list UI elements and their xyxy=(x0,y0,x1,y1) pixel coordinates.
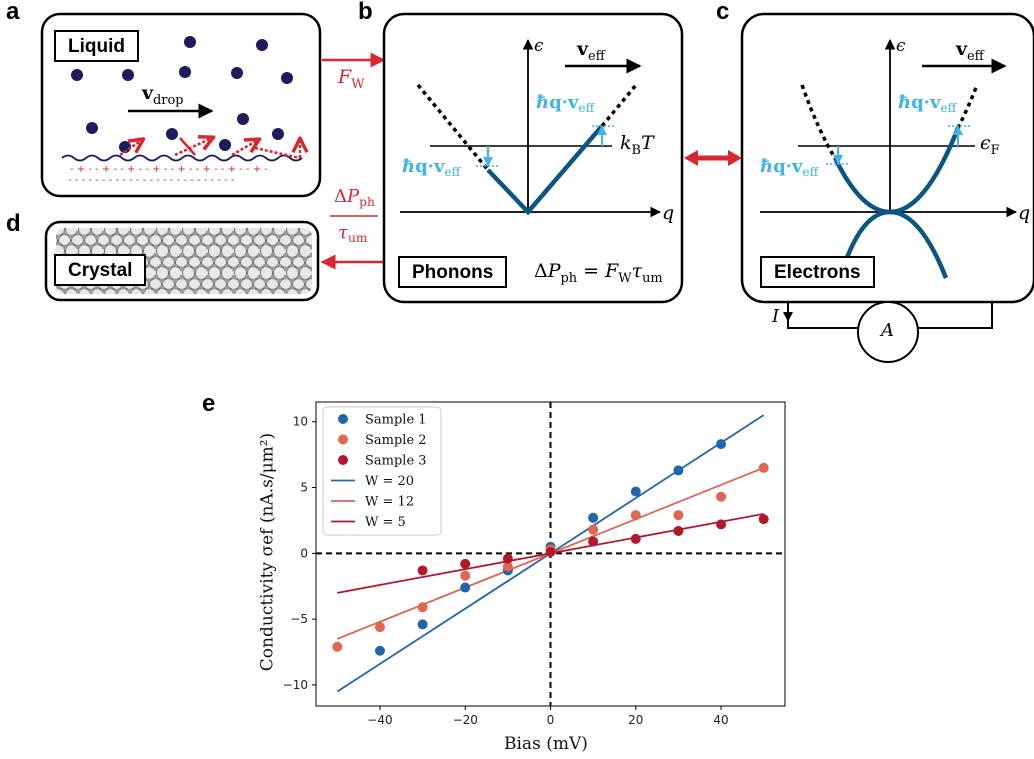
data-point xyxy=(460,570,471,581)
electron-band-dotted-right xyxy=(956,84,979,129)
panel-label-d: d xyxy=(6,210,21,237)
phonon-shift-label-left: ħq·veff xyxy=(402,156,461,180)
phonon-q-label: q xyxy=(662,202,675,224)
data-point xyxy=(417,565,428,576)
v-drop-label: vdrop xyxy=(142,82,184,108)
coupling-double-arrow xyxy=(684,150,742,166)
legend-marker xyxy=(338,455,348,465)
scattering-arrows xyxy=(119,138,300,160)
surface-charges: - + - - + - - + - - + - - + - - + - - + … xyxy=(68,164,268,186)
panel-label-c: c xyxy=(716,0,730,25)
data-point xyxy=(758,462,769,473)
phonon-dispersion-dotted-right xyxy=(600,83,638,128)
data-point xyxy=(630,486,641,497)
y-tick-label: −5 xyxy=(290,612,308,626)
y-tick-label: 5 xyxy=(300,481,308,495)
data-point xyxy=(588,512,599,523)
data-point xyxy=(502,553,513,564)
liquid-label: Liquid xyxy=(54,30,139,62)
phonons-label: Phonons xyxy=(398,256,508,288)
legend-entry: Sample 3 xyxy=(365,454,427,469)
data-point xyxy=(545,547,556,558)
electron-epsilon-label: ϵ xyxy=(896,36,906,56)
liquid-particles xyxy=(71,36,293,153)
panel-label-b: b xyxy=(358,0,373,25)
data-point xyxy=(460,582,471,593)
tau-label: τum xyxy=(338,222,368,246)
legend-box xyxy=(322,406,442,536)
data-point xyxy=(460,558,471,569)
legend-entry: Sample 2 xyxy=(365,433,427,448)
chart-xlabel: Bias (mV) xyxy=(504,734,588,754)
y-tick-label: 10 xyxy=(293,415,308,429)
data-point xyxy=(374,645,385,656)
x-tick-label: −20 xyxy=(453,713,478,727)
kbt-label: kBT xyxy=(620,132,654,158)
legend-entry: W = 5 xyxy=(365,515,406,530)
x-tick-label: 40 xyxy=(713,713,728,727)
data-point xyxy=(716,519,727,530)
legend-entry: W = 12 xyxy=(365,495,414,510)
legend-marker xyxy=(338,414,348,424)
x-tick-label: −40 xyxy=(367,713,392,727)
electron-shift-label-left: ħq·veff xyxy=(760,156,819,180)
force-label: FW xyxy=(338,66,365,92)
electron-shift-label-right: ħq·veff xyxy=(898,92,957,116)
fermi-energy-label: ϵF xyxy=(980,132,1000,158)
data-point xyxy=(374,622,385,633)
data-point xyxy=(673,525,684,536)
x-tick-label: 20 xyxy=(628,713,643,727)
phonons-panel-box xyxy=(382,12,684,304)
data-point xyxy=(673,465,684,476)
current-arrow xyxy=(783,312,793,322)
phonon-dispersion-dotted-left xyxy=(416,83,490,172)
conductivity-chart: −40 −20 0 20 40 −10 −5 0 5 10 Sample 1 Sample 2 Samp… xyxy=(283,401,786,727)
phonon-dispersion xyxy=(486,124,604,216)
panel-label-a: a xyxy=(6,0,20,25)
legend-entry: W = 20 xyxy=(365,474,414,489)
data-point xyxy=(630,533,641,544)
legend-entry: Sample 1 xyxy=(365,413,427,428)
valence-band xyxy=(837,209,949,279)
current-label: I xyxy=(772,306,780,327)
momentum-relation: ΔPph = FWτum xyxy=(534,260,663,286)
electrons-label: Electrons xyxy=(760,256,875,288)
phonon-epsilon-label: ϵ xyxy=(534,36,544,56)
data-point xyxy=(588,536,599,547)
chart-ylabel: Conductivity σef (nA.s/μm²) xyxy=(257,432,278,672)
y-tick-label: −10 xyxy=(283,678,308,692)
y-tick-label: 0 xyxy=(300,546,308,560)
data-point xyxy=(716,491,727,502)
phonon-shift-label-right: ħq·veff xyxy=(536,92,595,116)
data-point xyxy=(332,641,343,652)
delta-p-label: ΔPph xyxy=(334,186,375,210)
legend-marker xyxy=(338,434,348,445)
electron-veff-label: veff xyxy=(956,38,984,64)
crystal-label: Crystal xyxy=(54,254,147,286)
data-point xyxy=(630,510,641,521)
svg-text:- - - - - - - - - - - - - - -: - - - - - - - - - - - - - - - - - - - - … xyxy=(68,175,235,186)
x-tick-label: 0 xyxy=(547,713,555,727)
data-point xyxy=(673,510,684,521)
data-point xyxy=(502,561,513,572)
data-point xyxy=(417,602,428,613)
data-point xyxy=(588,524,599,535)
electron-q-label: q xyxy=(1018,202,1031,224)
panel-label-e: e xyxy=(202,390,216,417)
svg-text:- + - - + - - + - - + - - + -: - + - - + - - + - - + - - + - - + - - + … xyxy=(70,164,268,175)
data-point xyxy=(758,514,769,525)
data-point xyxy=(716,439,727,450)
data-point xyxy=(417,619,428,630)
phonon-veff-label: veff xyxy=(577,38,605,64)
ammeter-label: A xyxy=(881,320,894,341)
liquid-surface-wave xyxy=(61,154,303,162)
ammeter-circuit xyxy=(787,301,993,363)
electron-band-dotted-left xyxy=(800,84,838,161)
